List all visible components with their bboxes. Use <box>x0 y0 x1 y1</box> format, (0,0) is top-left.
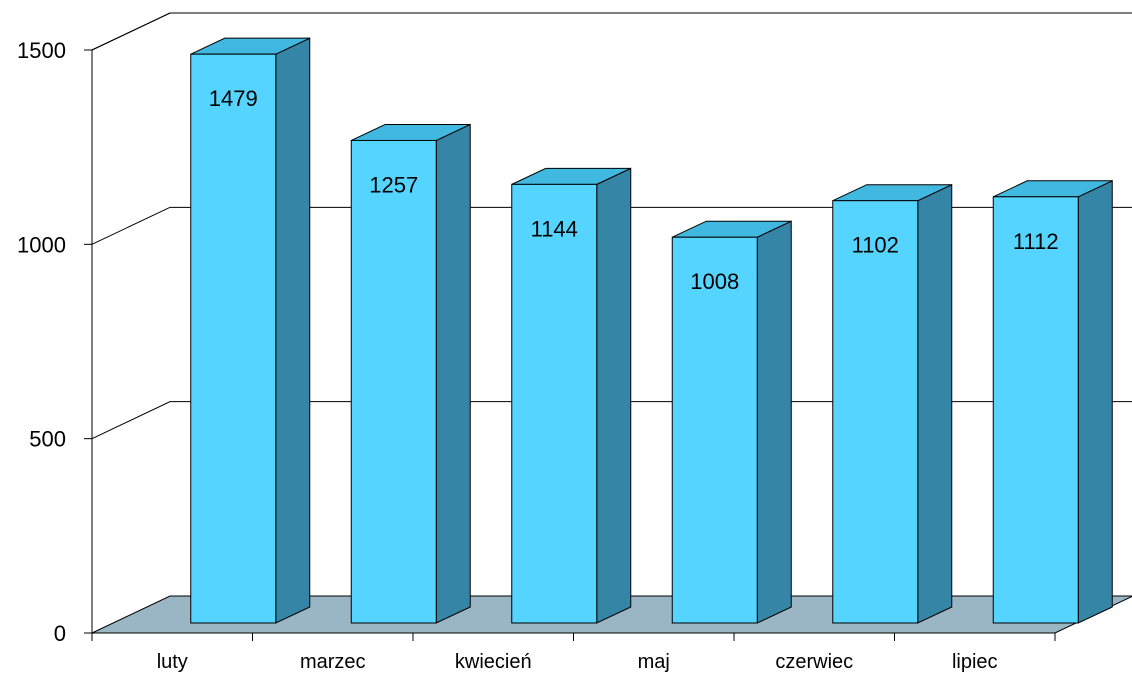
bar-lipiec: 1112 <box>992 180 1113 624</box>
gridline-1000 <box>91 206 1132 245</box>
bar-kwiecień: 1144 <box>511 167 632 624</box>
bars: 1479 1257 1144 1008 1102 1112 <box>190 37 1113 624</box>
x-axis-category-labels: luty marzec kwiecień maj czerwiec lipiec <box>91 633 1056 673</box>
data-label: 1479 <box>209 86 258 111</box>
bar-marzec: 1257 <box>350 123 471 624</box>
bar-side-face <box>596 167 632 624</box>
y-axis-tick-labels: 0 500 1000 1500 <box>17 38 92 646</box>
bar-czerwiec: 1102 <box>832 183 953 624</box>
bar-front-face <box>671 236 758 624</box>
bar-side-face <box>1077 180 1113 624</box>
x-category-label: kwiecień <box>455 651 532 673</box>
gridlines <box>91 12 1132 440</box>
x-category-label: lipiec <box>952 651 998 673</box>
bar-front-face <box>190 53 277 624</box>
gridline-1500 <box>91 12 1132 51</box>
data-label: 1008 <box>690 269 739 294</box>
bar-luty: 1479 <box>190 37 311 624</box>
x-category-label: maj <box>638 651 670 673</box>
gridline-500 <box>91 401 1132 440</box>
bar-front-face <box>832 200 919 624</box>
y-tick-label: 0 <box>54 621 66 646</box>
bar-side-face <box>435 123 471 624</box>
bar-front-face <box>511 183 598 624</box>
data-label: 1257 <box>369 172 418 197</box>
x-category-label: czerwiec <box>775 651 853 673</box>
data-label: 1102 <box>852 233 899 258</box>
bar-front-face <box>350 139 437 624</box>
y-tick-label: 1500 <box>17 38 66 63</box>
bar-side-face <box>756 220 792 624</box>
y-tick-label: 1000 <box>17 232 66 257</box>
data-label: 1112 <box>1013 229 1059 254</box>
x-category-label: luty <box>157 651 188 673</box>
x-category-label: marzec <box>300 651 366 673</box>
bar-side-face <box>275 37 311 624</box>
bar-side-face <box>917 183 953 624</box>
y-tick-label: 500 <box>29 427 66 452</box>
data-label: 1144 <box>531 216 578 241</box>
bar-front-face <box>992 196 1079 624</box>
bar-maj: 1008 <box>671 220 792 624</box>
